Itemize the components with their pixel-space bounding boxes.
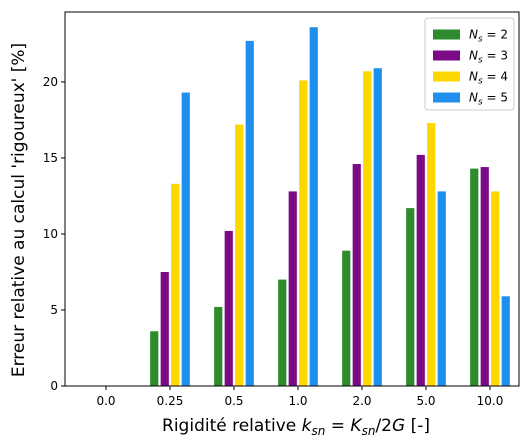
y-axis-label: Erreur relative au calcul 'rigoureux' [%… <box>9 43 29 377</box>
legend-swatch-3 <box>433 71 460 82</box>
legend-label-4: Ns = 5 <box>469 91 508 108</box>
bar-series-4-5.0 <box>437 191 446 386</box>
x-tick-label: 1.0 <box>288 394 307 408</box>
legend-swatch-1 <box>433 29 460 40</box>
bar-series-4-0.5 <box>245 40 254 386</box>
bar-series-1-0.25 <box>150 331 159 386</box>
legend-label-2: Ns = 3 <box>469 49 508 66</box>
bar-series-2-10.0 <box>480 167 489 386</box>
x-axis-label-var-G: G <box>392 416 405 436</box>
bar-series-1-0.5 <box>214 306 223 386</box>
x-tick-label: 0.5 <box>224 394 243 408</box>
legend: Ns = 2 Ns = 3 Ns = 4 Ns = 5 <box>424 17 515 111</box>
x-tick-label: 5.0 <box>416 394 435 408</box>
x-axis-label-sub-2: sn <box>362 424 376 438</box>
y-tick-label: 20 <box>43 75 58 89</box>
x-axis-label-suffix: [-] <box>405 416 430 436</box>
bar-series-2-0.25 <box>160 271 169 386</box>
legend-swatch-4 <box>433 92 460 103</box>
x-axis-label-sub-1: sn <box>312 424 326 438</box>
bar-series-2-5.0 <box>416 154 425 386</box>
bar-series-3-0.5 <box>235 124 244 386</box>
x-axis-label-equals: = <box>325 416 350 436</box>
x-axis-label: Rigidité relative ksn = Ksn/2G [-] <box>162 416 430 438</box>
x-tick-label: 0.0 <box>96 394 115 408</box>
bar-series-3-10.0 <box>491 191 500 386</box>
bar-series-4-2.0 <box>373 68 382 386</box>
y-axis-ticks: 0 5 10 15 20 <box>43 75 65 393</box>
x-axis-label-div: /2 <box>375 416 392 436</box>
plot-frame <box>64 11 520 387</box>
x-axis-ticks: 0.00.250.51.02.05.010.020.0 <box>96 386 504 408</box>
bar-series-2-2.0 <box>352 164 361 386</box>
x-axis-label-var-k: k <box>302 416 313 436</box>
y-tick-label: 0 <box>50 379 58 393</box>
bar-series-3-0.25 <box>171 183 180 386</box>
bar-series-2-1.0 <box>288 191 297 386</box>
bar-series-1-2.0 <box>342 250 351 386</box>
bar-series-3-2.0 <box>363 71 372 386</box>
bar-series-3-5.0 <box>427 122 436 386</box>
x-axis-label-prefix: Rigidité relative <box>162 416 302 436</box>
legend-box <box>424 17 515 111</box>
x-tick-label: 0.25 <box>157 394 184 408</box>
bar-series-4-10.0 <box>501 296 510 386</box>
y-tick-label: 15 <box>43 151 58 165</box>
y-tick-label: 10 <box>43 227 58 241</box>
bar-series-4-0.25 <box>181 92 190 386</box>
x-tick-label: 2.0 <box>352 394 371 408</box>
legend-label-1: Ns = 2 <box>469 28 508 45</box>
bar-series-2-0.5 <box>224 230 233 386</box>
bar-series-4-1.0 <box>309 27 318 386</box>
legend-label-3: Ns = 4 <box>469 70 508 87</box>
legend-swatch-2 <box>433 50 460 61</box>
bar-series-1-10.0 <box>470 168 479 386</box>
x-tick-label: 10.0 <box>477 394 504 408</box>
x-axis-label-var-K: K <box>350 416 363 436</box>
bar-series-1-5.0 <box>406 208 415 386</box>
bar-series-1-1.0 <box>278 279 287 386</box>
bars-group <box>150 27 510 386</box>
bar-series-3-1.0 <box>299 80 308 386</box>
y-tick-label: 5 <box>50 303 58 317</box>
